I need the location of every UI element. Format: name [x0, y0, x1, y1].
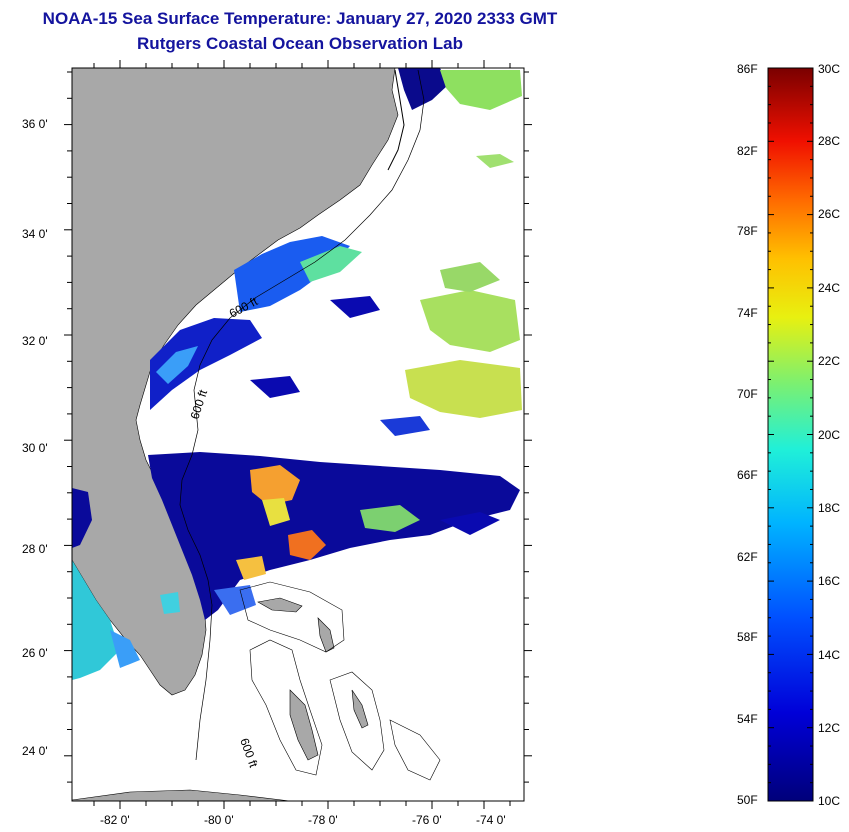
sst-green-east: [360, 505, 420, 532]
lat-label-32: 32 0': [22, 334, 48, 348]
lat-label-24: 24 0': [22, 744, 48, 758]
sst-gulf-lightblue: [110, 630, 140, 668]
land-cuba: [72, 789, 291, 801]
outer-banks: [387, 69, 405, 171]
cb-c-14: 14C: [818, 648, 841, 662]
sst-warm-gulfstream-2: [288, 530, 326, 560]
lat-label-26: 26 0': [22, 646, 48, 660]
cb-c-24: 24C: [818, 281, 841, 295]
cb-c-12: 12C: [818, 721, 841, 735]
sst-shelf-cyan: [156, 346, 198, 384]
cb-c-18: 18C: [818, 501, 841, 515]
land-abaco: [317, 617, 335, 653]
cb-f-86: 86F: [737, 62, 758, 76]
sst-cold-scatter-1: [330, 296, 380, 318]
cb-c-20: 20C: [818, 428, 841, 442]
sst-cold-scatter-3: [380, 416, 430, 436]
cb-f-70: 70F: [737, 387, 758, 401]
map-frame: [71, 67, 525, 802]
sst-warm-gulfstream-3: [236, 556, 266, 580]
sst-cold-florida: [148, 452, 520, 620]
cb-f-78: 78F: [737, 224, 758, 238]
contour-bahamas: [249, 639, 323, 776]
contour-600ft: [179, 69, 425, 761]
sst-warm-gulfstream-1: [250, 465, 300, 505]
cb-c-26: 26C: [818, 207, 841, 221]
sst-warm-east-3: [440, 262, 500, 292]
lat-label-36: 36 0': [22, 117, 48, 131]
map-title: NOAA-15 Sea Surface Temperature: January…: [42, 9, 558, 28]
sst-gulf-blue: [72, 488, 92, 548]
cb-f-66: 66F: [737, 468, 758, 482]
cb-c-30: 30C: [818, 62, 841, 76]
lon-label-78: -78 0': [308, 813, 338, 827]
sst-yellow-gulfstream: [262, 498, 290, 526]
sst-warm-north-patch: [476, 154, 514, 168]
sst-warm-east-2: [405, 360, 522, 418]
cb-c-22: 22C: [818, 354, 841, 368]
contour-bahamas-3: [239, 581, 345, 653]
lon-label-76: -76 0': [412, 813, 442, 827]
sst-cold-scatter-2: [250, 376, 300, 398]
sst-gulf-cyan: [72, 560, 120, 680]
lat-label-34: 34 0': [22, 227, 48, 241]
map-subtitle: Rutgers Coastal Ocean Observation Lab: [137, 34, 463, 53]
sst-warm-north: [440, 70, 522, 110]
cb-c-16: 16C: [818, 574, 841, 588]
land-grand-bahama: [257, 597, 303, 613]
contour-bahamas-4: [389, 719, 441, 781]
lon-label-80: -80 0': [204, 813, 234, 827]
cb-f-50: 50F: [737, 793, 758, 807]
cb-f-54: 54F: [737, 712, 758, 726]
sst-bahamas-cyan: [160, 592, 180, 614]
sst-warm-east-1: [420, 290, 520, 352]
land-andros: [289, 689, 319, 761]
sst-cold-hatteras: [398, 68, 448, 110]
lon-label-82: -82 0': [100, 813, 130, 827]
colorbar-ticks: [768, 67, 813, 802]
sst-shelf-georgia: [150, 318, 262, 410]
lon-label-74: -74 0': [476, 813, 506, 827]
sst-bahamas-blue: [214, 585, 256, 615]
axis-ticks: [64, 60, 532, 809]
cb-f-58: 58F: [737, 630, 758, 644]
cb-f-74: 74F: [737, 306, 758, 320]
cb-f-82: 82F: [737, 144, 758, 158]
colorbar: [767, 67, 814, 802]
lat-label-30: 30 0': [22, 441, 48, 455]
lat-label-28: 28 0': [22, 542, 48, 556]
land-southeast-us: [72, 68, 399, 696]
cb-f-62: 62F: [737, 550, 758, 564]
cb-c-28: 28C: [818, 134, 841, 148]
land-eleuthera: [351, 689, 369, 729]
cb-c-10: 10C: [818, 794, 841, 808]
sst-shelf-green: [300, 246, 362, 282]
sst-cold-scatter-4: [440, 512, 500, 535]
contour-bahamas-2: [329, 671, 385, 771]
